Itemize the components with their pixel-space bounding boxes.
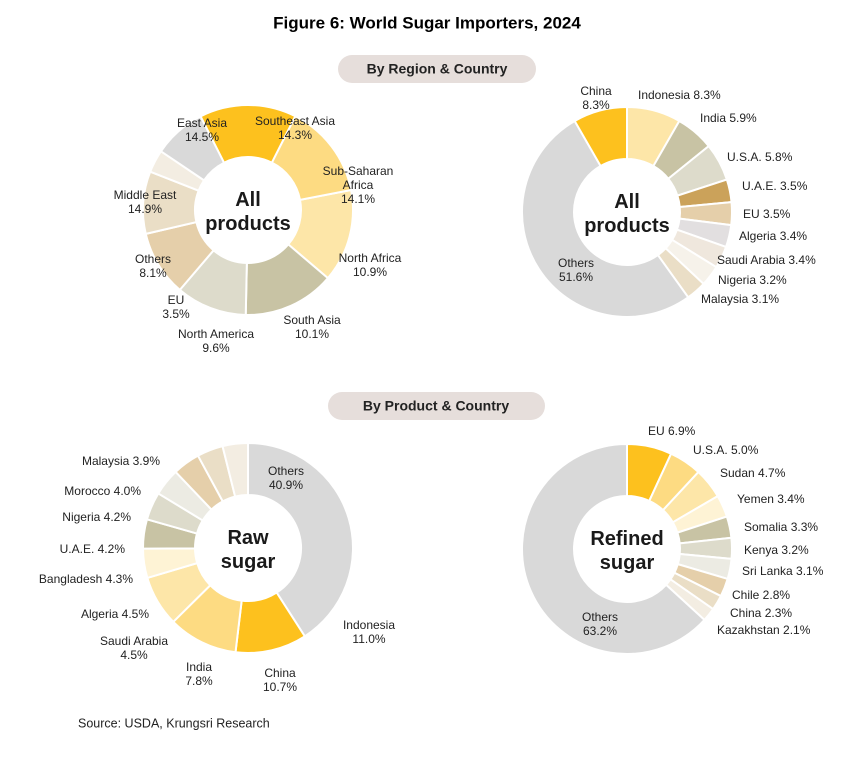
slice-others — [521, 442, 706, 655]
data-label-u-s-a: U.S.A. 5.8% — [727, 150, 793, 164]
section-pill-product-bg — [328, 392, 545, 420]
data-label-yemen: Yemen 3.4% — [737, 492, 805, 506]
data-label-kazakhstan: Kazakhstan 2.1% — [717, 623, 811, 637]
section-pill-product-label: By Product & Country — [363, 398, 509, 414]
donut-refined-sugar: Refined sugar EU 6.9% U.S.A. 5.0% Sudan 4.7%… — [521, 424, 824, 655]
data-label-u-a-e: U.A.E. 3.5% — [742, 179, 808, 193]
data-label-chile: Chile 2.8% — [732, 588, 790, 602]
section-pill-product: By Product & Country — [328, 392, 545, 420]
section-pill-region-label: By Region & Country — [367, 61, 508, 77]
data-label-others: Others 40.9% — [268, 464, 304, 492]
data-label-u-s-a: U.S.A. 5.0% — [693, 443, 759, 457]
data-label-sudan: Sudan 4.7% — [720, 466, 786, 480]
data-label-others: Others 51.6% — [558, 256, 594, 284]
slice-others — [520, 119, 690, 318]
source-note: Source: USDA, Krungsri Research — [78, 716, 270, 730]
data-label-algeria: Algeria 3.4% — [739, 229, 807, 243]
data-label-southeast-asia: Southeast Asia 14.3% — [255, 114, 335, 142]
data-label-saudi-arabia: Saudi Arabia 3.4% — [717, 253, 816, 267]
section-pill-region: By Region & Country — [338, 55, 536, 83]
data-label-north-africa: North Africa 10.9% — [339, 251, 402, 279]
data-label-indonesia: Indonesia 8.3% — [638, 88, 721, 102]
data-label-china: China 2.3% — [730, 606, 792, 620]
donut-region: All products Southeast Asia 14.3% Sub-Sahara… — [114, 104, 402, 355]
data-label-india: India 7.8% — [185, 660, 213, 688]
data-label-malaysia: Malaysia 3.9% — [82, 454, 160, 468]
data-label-eu: EU 6.9% — [648, 424, 696, 438]
data-label-india: India 5.9% — [700, 111, 757, 125]
data-label-china: China 8.3% — [580, 84, 612, 112]
data-label-bangladesh: Bangladesh 4.3% — [39, 572, 133, 586]
center-label: All products — [584, 191, 670, 237]
data-label-eu: EU 3.5% — [162, 293, 190, 321]
figure-title: Figure 6: World Sugar Importers, 2024 — [273, 13, 581, 32]
center-label: Raw sugar — [221, 527, 276, 573]
data-label-indonesia: Indonesia 11.0% — [343, 618, 395, 646]
data-label-u-a-e: U.A.E. 4.2% — [60, 542, 126, 556]
data-label-others: Others 8.1% — [135, 252, 171, 280]
data-label-east-asia: East Asia 14.5% — [177, 116, 227, 144]
data-label-nigeria: Nigeria 4.2% — [62, 510, 131, 524]
data-label-somalia: Somalia 3.3% — [744, 520, 818, 534]
data-label-south-asia: South Asia 10.1% — [283, 313, 341, 341]
donut-country-all: All products Indonesia 8.3% India 5.9% U.S.A… — [520, 84, 816, 318]
data-label-china: China 10.7% — [263, 666, 297, 694]
data-label-north-america: North America 9.6% — [178, 327, 254, 355]
data-label-kenya: Kenya 3.2% — [744, 543, 809, 557]
data-label-saudi-arabia: Saudi Arabia 4.5% — [100, 634, 168, 662]
data-label-morocco: Morocco 4.0% — [64, 484, 141, 498]
section-pill-region-bg — [338, 55, 536, 83]
data-label-sri-lanka: Sri Lanka 3.1% — [742, 564, 824, 578]
data-label-malaysia: Malaysia 3.1% — [701, 292, 779, 306]
data-label-algeria: Algeria 4.5% — [81, 607, 149, 621]
slice-china — [573, 105, 628, 168]
center-label: All products — [205, 189, 291, 235]
data-label-sub-saharan-africa: Sub-Saharan Africa 14.1% — [323, 164, 394, 206]
data-label-nigeria: Nigeria 3.2% — [718, 273, 787, 287]
slice-others — [247, 441, 354, 638]
data-label-eu: EU 3.5% — [743, 207, 791, 221]
slice-malaysia — [221, 441, 249, 498]
data-label-middle-east: Middle East 14.9% — [114, 188, 177, 216]
donut-raw-sugar: Raw sugar Others 40.9% Indonesia 11.0% China 10… — [39, 441, 395, 694]
slice-east-asia — [270, 114, 353, 202]
center-label: Refined sugar — [590, 528, 663, 574]
data-label-others: Others 63.2% — [582, 610, 618, 638]
